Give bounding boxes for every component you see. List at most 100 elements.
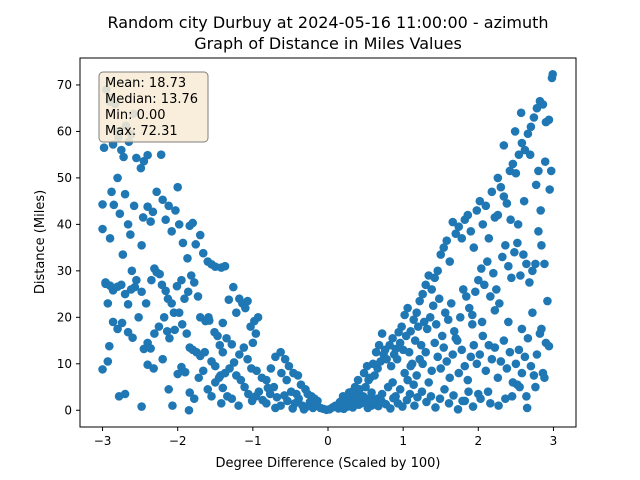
data-point bbox=[487, 354, 497, 364]
data-point bbox=[365, 373, 375, 383]
data-point bbox=[136, 163, 146, 173]
data-point bbox=[299, 405, 309, 414]
data-point bbox=[235, 350, 244, 359]
data-point bbox=[227, 394, 237, 403]
data-point bbox=[499, 192, 509, 201]
data-point bbox=[214, 373, 224, 383]
data-point bbox=[510, 247, 519, 257]
data-point bbox=[204, 316, 214, 325]
data-point bbox=[430, 338, 440, 348]
data-point bbox=[252, 366, 261, 376]
data-point bbox=[173, 369, 182, 379]
data-point bbox=[464, 303, 474, 313]
data-point bbox=[454, 222, 464, 231]
data-point bbox=[507, 273, 516, 283]
data-point bbox=[493, 173, 503, 183]
data-point bbox=[495, 299, 504, 308]
data-point bbox=[173, 182, 182, 192]
data-point bbox=[477, 317, 487, 327]
data-point bbox=[504, 261, 513, 271]
data-point bbox=[448, 217, 458, 227]
data-point bbox=[505, 347, 515, 357]
data-point bbox=[417, 387, 427, 396]
data-point bbox=[437, 331, 447, 341]
data-point bbox=[517, 138, 527, 148]
data-point bbox=[443, 315, 453, 324]
stats-box-background bbox=[98, 71, 209, 143]
data-point bbox=[353, 375, 363, 385]
data-point bbox=[498, 252, 507, 262]
y-tick-label: 20 bbox=[57, 310, 72, 324]
data-point bbox=[240, 382, 249, 392]
data-point bbox=[254, 387, 264, 396]
stats-max: Max: 72.31 bbox=[105, 124, 178, 139]
data-point bbox=[481, 201, 491, 211]
data-point bbox=[436, 364, 446, 373]
data-point bbox=[442, 357, 452, 366]
data-point bbox=[234, 401, 243, 410]
data-point bbox=[515, 382, 524, 392]
data-point bbox=[120, 389, 130, 399]
data-point bbox=[363, 403, 373, 413]
data-point bbox=[354, 400, 364, 409]
data-point bbox=[293, 371, 303, 380]
data-point bbox=[186, 271, 196, 280]
data-point bbox=[543, 296, 552, 306]
data-point bbox=[493, 210, 503, 220]
data-point bbox=[445, 373, 455, 383]
data-point bbox=[457, 345, 467, 355]
data-point bbox=[409, 380, 418, 390]
data-point bbox=[105, 234, 115, 243]
data-point bbox=[109, 200, 119, 210]
data-point bbox=[520, 352, 530, 362]
data-point bbox=[474, 275, 483, 285]
data-point bbox=[132, 275, 141, 285]
data-point bbox=[117, 280, 126, 290]
data-point bbox=[466, 227, 476, 236]
data-point bbox=[523, 129, 533, 139]
data-point bbox=[455, 313, 465, 322]
data-point bbox=[430, 273, 440, 283]
x-tick-label: 3 bbox=[550, 434, 558, 448]
data-point bbox=[180, 367, 190, 377]
data-point bbox=[439, 243, 449, 252]
data-point bbox=[335, 397, 345, 407]
data-point bbox=[213, 331, 222, 341]
data-point bbox=[277, 368, 286, 378]
data-point bbox=[525, 150, 535, 159]
data-point bbox=[445, 257, 455, 266]
data-point bbox=[171, 206, 180, 215]
data-point bbox=[434, 294, 444, 304]
data-point bbox=[191, 240, 201, 249]
data-point bbox=[478, 220, 488, 229]
data-point bbox=[103, 357, 113, 366]
data-point bbox=[522, 392, 531, 401]
data-point bbox=[499, 141, 509, 150]
x-tick-label: −1 bbox=[244, 434, 262, 448]
data-point bbox=[198, 248, 208, 258]
data-point bbox=[374, 340, 384, 350]
data-point bbox=[514, 150, 524, 159]
data-point bbox=[368, 359, 378, 369]
x-axis-label: Degree Difference (Scaled by 100) bbox=[216, 456, 441, 471]
data-point bbox=[127, 266, 137, 276]
data-point bbox=[517, 324, 527, 334]
data-point bbox=[155, 269, 164, 279]
data-point bbox=[448, 350, 458, 359]
data-point bbox=[433, 266, 443, 276]
data-point bbox=[405, 389, 415, 399]
data-point bbox=[248, 338, 258, 348]
stats-min: Min: 0.00 bbox=[105, 108, 166, 123]
data-point bbox=[119, 152, 128, 162]
data-point bbox=[220, 261, 230, 271]
data-point bbox=[198, 366, 208, 376]
data-point bbox=[425, 313, 435, 322]
data-point bbox=[386, 404, 395, 413]
data-point bbox=[403, 375, 412, 385]
data-point bbox=[216, 399, 226, 408]
x-tick-label: −2 bbox=[169, 434, 187, 448]
x-axis-ticks: −3 −2 −1 0 1 2 3 bbox=[94, 427, 558, 448]
data-point bbox=[544, 341, 554, 351]
data-point bbox=[516, 108, 526, 118]
data-point bbox=[117, 145, 126, 155]
